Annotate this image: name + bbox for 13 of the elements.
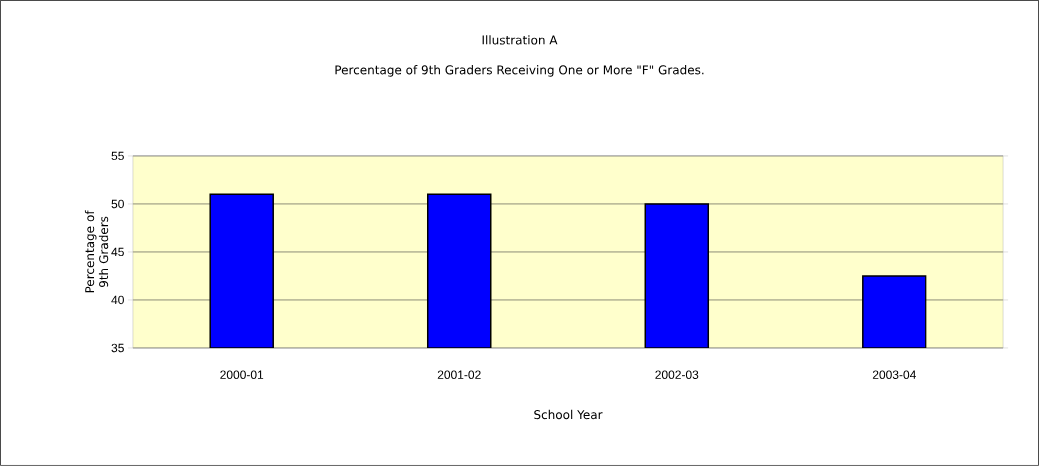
x-tick-label: 2002-03	[655, 370, 699, 380]
x-tick-label: 2000-01	[220, 370, 264, 380]
y-tick-label: 35	[111, 343, 124, 353]
x-tick-label: 2001-02	[437, 370, 481, 380]
y-axis-title: Percentage of 9th Graders	[84, 210, 109, 293]
chart-subtitle: Percentage of 9th Graders Receiving One or More "F" Grades.	[335, 65, 704, 77]
x-tick-label: 2003-04	[872, 370, 916, 380]
x-axis-title: School Year	[534, 409, 603, 420]
y-tick-label: 55	[111, 151, 124, 161]
y-tick-label: 50	[111, 199, 124, 209]
y-tick-label: 40	[111, 295, 124, 305]
y-tick-label: 45	[111, 247, 124, 257]
chart-title: Illustration A	[482, 35, 558, 45]
